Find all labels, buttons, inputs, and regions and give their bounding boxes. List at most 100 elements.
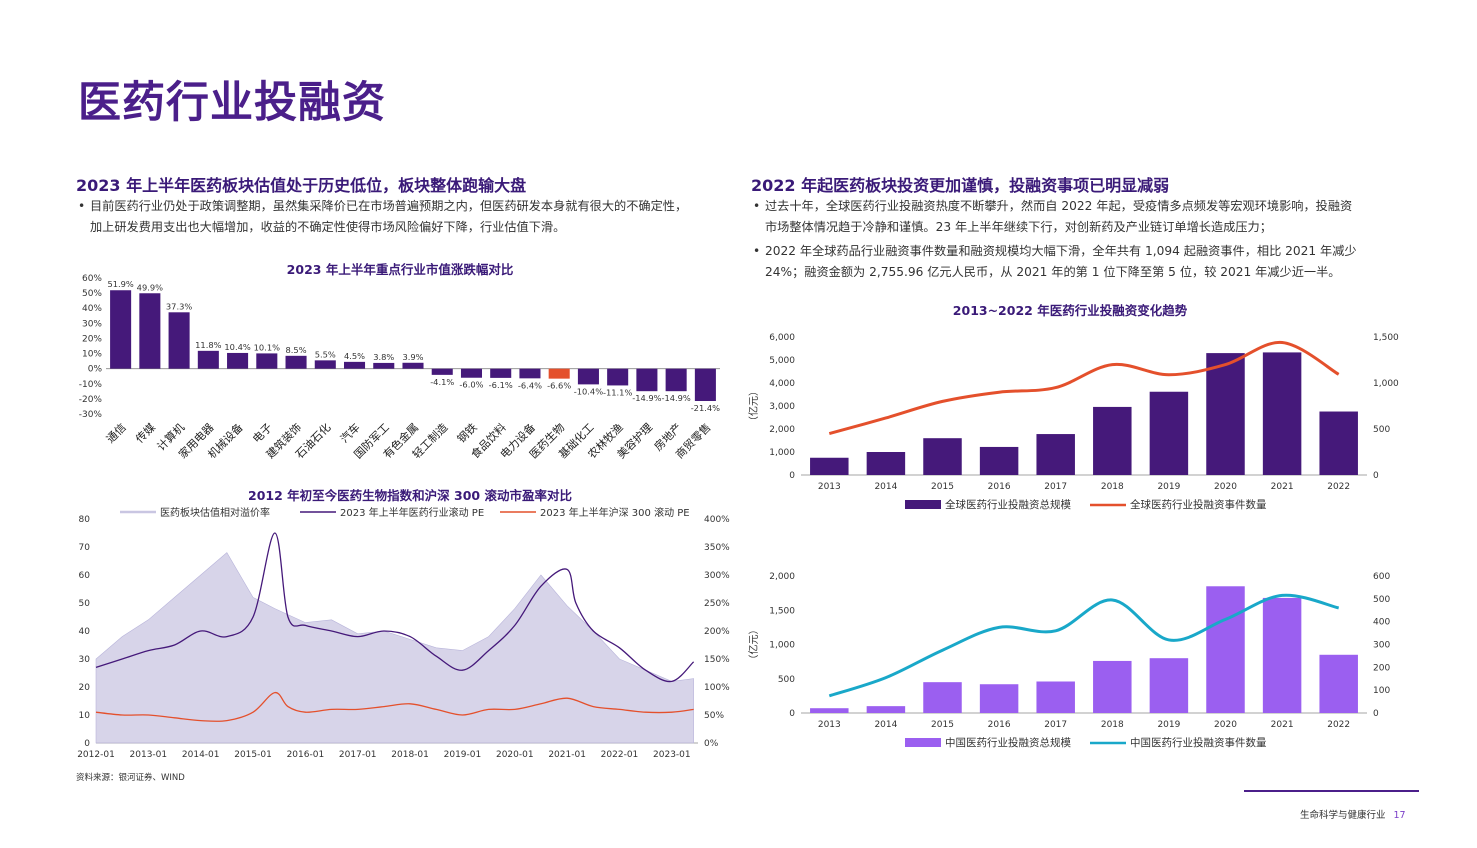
x-tick-label: 2016	[988, 720, 1011, 730]
legend-swatch-bar	[905, 500, 941, 509]
bar-2013	[810, 708, 849, 713]
y-right-tick-label: 500	[1373, 595, 1390, 605]
bar-value-label: 11.8%	[195, 340, 221, 350]
y-right-tick-label: 0%	[704, 739, 719, 749]
chart-title-trend: 2013~2022 年医药行业投融资变化趋势	[952, 303, 1188, 318]
x-tick-label: 2014	[874, 720, 897, 730]
x-tick-label: 2021	[1271, 482, 1294, 492]
bar-2021	[1262, 597, 1302, 713]
x-tick-label: 2014-01	[182, 750, 220, 760]
bar-value-label: 10.1%	[254, 342, 280, 352]
x-tick-label: 2019	[1157, 720, 1180, 730]
bar-2	[168, 312, 190, 369]
y-right-tick-label: 500	[1373, 425, 1390, 435]
y-tick-label: 20%	[82, 334, 102, 344]
y-left-tick-label: 1,000	[769, 448, 795, 458]
y-left-tick-label: 1,000	[769, 641, 795, 651]
y-left-tick-label: 5,000	[769, 356, 795, 366]
left-bullet-line-1: 目前医药行业仍处于政策调整期，虽然集采降价已在市场普遍预期之内，但医药研发本身就…	[90, 199, 688, 213]
bar-2018	[1093, 406, 1132, 475]
y-left-tick-label: 4,000	[769, 379, 795, 389]
x-tick-label: 2012-01	[77, 750, 115, 760]
bar-1	[139, 293, 161, 369]
y-left-tick-label: 40	[79, 627, 91, 637]
bar-10	[402, 362, 424, 369]
right-bullet-1: • 过去十年，全球医药行业投融资热度不断攀升，然而自 2022 年起，受疫情多点…	[753, 196, 1425, 238]
y-tick-label: 30%	[82, 319, 102, 329]
category-label: 电子	[250, 421, 275, 446]
bullet-dot-icon: •	[753, 199, 761, 213]
y-right-tick-label: 0	[1373, 471, 1379, 481]
y-left-tick-label: 0	[84, 739, 90, 749]
y-left-tick-label: 500	[778, 675, 795, 685]
bar-17	[607, 368, 629, 386]
bar-2016	[979, 446, 1019, 475]
x-tick-label: 2020-01	[496, 750, 534, 760]
bar-value-label: -11.1%	[603, 387, 632, 397]
legend-label: 中国医药行业投融资总规模	[945, 736, 1071, 749]
x-tick-label: 2022-01	[601, 750, 639, 760]
y-right-tick-label: 1,500	[1373, 333, 1399, 343]
bar-value-label: 51.9%	[107, 279, 133, 289]
y-left-tick-label: 10	[79, 711, 91, 721]
y-left-tick-label: 80	[79, 515, 91, 525]
legend-label: 医药板块估值相对溢价率	[160, 506, 270, 519]
right-bullet-1-line-1: 过去十年，全球医药行业投融资热度不断攀升，然而自 2022 年起，受疫情多点频发…	[765, 199, 1353, 213]
x-tick-label: 2016-01	[287, 750, 325, 760]
bar-8	[343, 361, 366, 369]
y-left-tick-label: 50	[79, 599, 91, 609]
bar-value-label: 10.4%	[224, 342, 250, 352]
bar-19	[665, 368, 687, 392]
bar-18	[636, 368, 658, 392]
bar-13	[490, 368, 512, 378]
y-tick-label: -10%	[79, 380, 103, 390]
bullet-dot-icon: •	[753, 244, 761, 258]
bar-value-label: -4.1%	[430, 377, 454, 387]
bar-value-label: -14.9%	[661, 393, 690, 403]
series-line-count	[828, 341, 1340, 436]
bar-2019	[1149, 391, 1189, 475]
legend-label: 全球医药行业投融资事件数量	[1130, 498, 1267, 511]
y-left-tick-label: 3,000	[769, 402, 795, 412]
bar-2022	[1319, 654, 1358, 713]
page-title: 医药行业投融资	[78, 78, 386, 128]
y-tick-label: 50%	[82, 289, 102, 299]
right-bullet-2-line-2: 24%；融资金额为 2,755.96 亿元人民币，从 2021 年的第 1 位下…	[765, 265, 1341, 279]
bar-2017	[1036, 434, 1075, 475]
y-right-tick-label: 200%	[704, 627, 730, 637]
bar-value-label: 37.3%	[166, 301, 192, 311]
right-bullet-2-line-1: 2022 年全球药品行业融资事件数量和融资规模均大幅下滑，全年共有 1,094 …	[765, 244, 1357, 258]
bar-value-label: -6.0%	[459, 380, 483, 390]
bar-2020	[1206, 586, 1245, 713]
y-left-tick-label: 0	[789, 709, 795, 719]
y-left-tick-label: 20	[79, 683, 91, 693]
y-right-tick-label: 50%	[704, 711, 724, 721]
legend-label: 2023 年上半年沪深 300 滚动 PE	[540, 506, 690, 519]
y-right-tick-label: 200	[1373, 663, 1390, 673]
x-tick-label: 2020	[1214, 720, 1237, 730]
y-left-tick-label: 2,000	[769, 572, 795, 582]
bar-11	[431, 368, 453, 375]
y-left-tick-label: 70	[79, 543, 91, 553]
bar-7	[314, 360, 336, 369]
footer: 生命科学与健康行业 17	[1300, 807, 1406, 821]
bar-2015	[923, 682, 962, 713]
bar-value-label: 3.8%	[373, 352, 394, 362]
y-left-tick-label: 1,500	[769, 606, 795, 616]
bar-value-label: -10.4%	[574, 386, 603, 396]
bar-2020	[1206, 353, 1245, 475]
bar-9	[373, 362, 395, 369]
y-right-tick-label: 300	[1373, 641, 1390, 651]
y-right-tick-label: 600	[1373, 572, 1390, 582]
y-tick-label: -20%	[79, 395, 103, 405]
x-tick-label: 2018	[1101, 482, 1124, 492]
y-right-tick-label: 0	[1373, 709, 1379, 719]
x-tick-label: 2017	[1044, 720, 1067, 730]
legend-label: 中国医药行业投融资事件数量	[1130, 736, 1267, 749]
x-tick-label: 2013-01	[130, 750, 168, 760]
y-right-tick-label: 400	[1373, 618, 1390, 628]
x-tick-label: 2019-01	[444, 750, 482, 760]
bar-5	[256, 353, 278, 369]
x-tick-label: 2021	[1271, 720, 1294, 730]
legend-swatch-bar	[905, 738, 941, 747]
